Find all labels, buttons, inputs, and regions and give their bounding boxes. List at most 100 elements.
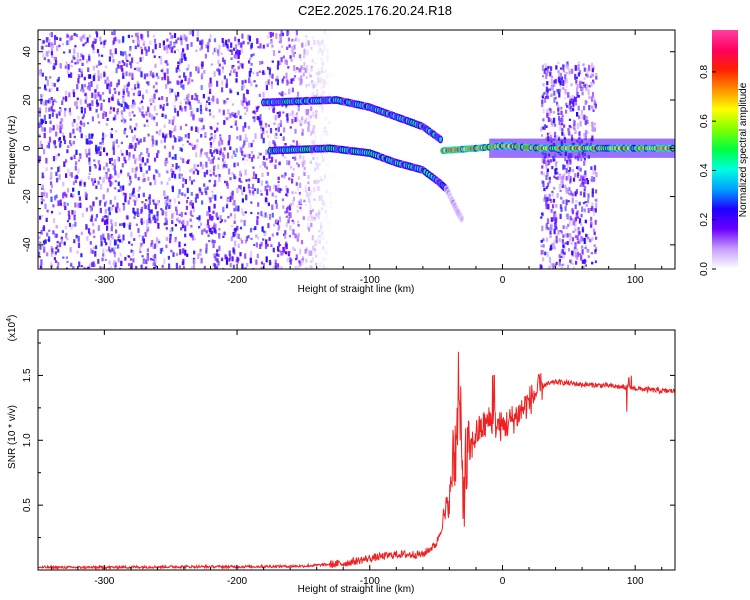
spectrogram-cell <box>548 161 551 165</box>
spectrogram-cell <box>193 250 196 255</box>
spectrogram-cell <box>278 161 281 166</box>
spectrogram-cell <box>285 241 288 248</box>
spectrogram-cell <box>594 249 597 252</box>
spectrogram-cell <box>560 106 563 110</box>
spectrogram-cell <box>222 41 225 47</box>
spectrogram-cell <box>68 92 71 98</box>
spectrogram-cell <box>265 256 268 263</box>
spectrogram-cell <box>46 209 49 213</box>
spectrogram-cell <box>560 230 563 234</box>
spectrogram-cell <box>231 155 234 159</box>
spectrogram-cell <box>287 219 290 224</box>
spectrogram-cell <box>137 107 141 110</box>
spectrogram-cell <box>319 262 322 268</box>
spectrogram-cell <box>175 262 178 269</box>
spectrogram-cell <box>593 244 596 247</box>
spectrogram-cell <box>234 112 237 119</box>
spectrogram-cell <box>571 251 574 257</box>
spectrogram-cell <box>171 187 174 193</box>
spectrogram-cell <box>181 223 185 229</box>
spectrogram-cell <box>291 110 294 115</box>
spectrogram-cell <box>86 86 89 90</box>
spectrogram-cell <box>567 248 571 252</box>
spectrogram-cell <box>566 213 569 219</box>
spectrogram-cell <box>119 267 122 269</box>
spectrogram-cell <box>584 178 587 185</box>
spectrogram-cell <box>567 174 570 181</box>
spectrogram-cell <box>55 194 58 199</box>
spectrogram-cell <box>122 75 125 79</box>
spectrogram-cell <box>273 141 276 146</box>
spectrogram-cell <box>149 70 152 77</box>
spectrogram-cell <box>218 228 221 231</box>
spectrogram-cell <box>542 126 545 130</box>
spectrogram-cell <box>236 187 239 194</box>
spectrogram-cell <box>118 91 121 96</box>
spectrogram-cell <box>561 131 564 136</box>
spectrogram-cell <box>561 184 564 188</box>
spectrogram-cell <box>65 193 68 198</box>
spectrogram-cell <box>553 80 556 83</box>
spectrogram-cell <box>307 181 310 185</box>
spectrogram-cell <box>250 201 253 204</box>
spectrogram-cell <box>565 63 568 69</box>
spectrogram-cell <box>279 244 282 246</box>
spectrogram-cell <box>255 259 258 265</box>
spectrogram-cell <box>562 80 565 86</box>
spectrogram-cell <box>581 249 584 255</box>
spectrogram-cell <box>148 217 151 224</box>
spectrogram-cell <box>98 152 101 155</box>
spectrogram-cell <box>327 266 330 269</box>
spectrogram-cell <box>166 202 169 207</box>
spectrogram-cell <box>577 105 580 111</box>
spectrogram-cell <box>556 103 559 108</box>
spectrogram-cell <box>63 161 66 167</box>
spectrogram-cell <box>288 44 291 48</box>
spectrogram-cell <box>591 121 594 127</box>
spectrogram-cell <box>195 95 198 100</box>
spectrogram-cell <box>584 170 587 175</box>
spectrogram-cell <box>295 112 299 116</box>
spectrogram-cell <box>183 53 186 60</box>
spectrogram-cell <box>544 98 547 103</box>
spectrogram-cell <box>226 152 230 159</box>
spectrogram-cell <box>285 185 288 191</box>
spectrogram-cell <box>128 145 131 150</box>
spectrogram-cell <box>312 245 315 251</box>
spectrogram-cell <box>246 89 249 94</box>
spectrogram-cell <box>113 30 116 36</box>
spectrogram-cell <box>139 67 142 72</box>
spectrogram-cell <box>278 216 282 223</box>
spectrogram-cell <box>201 163 204 170</box>
spectrogram-cell <box>316 211 319 216</box>
spectrogram-cell <box>140 46 143 49</box>
spectrogram-cell <box>273 223 276 227</box>
spectrogram-cell <box>593 231 596 236</box>
spectrogram-cell <box>180 52 183 58</box>
spectrogram-cell <box>268 67 272 71</box>
spectrogram-cell <box>202 125 205 130</box>
spectrogram-cell <box>127 172 130 177</box>
spectrogram-cell <box>120 50 123 56</box>
spectrogram-cell <box>590 207 593 211</box>
spectrogram-cell <box>216 68 219 71</box>
spectrogram-cell <box>67 188 70 193</box>
spectrogram-cell <box>98 167 101 171</box>
spectrogram-cell <box>50 246 53 252</box>
spectrogram-cell <box>45 76 48 81</box>
spectrogram-cell <box>212 210 215 214</box>
spectrogram-cell <box>38 113 41 117</box>
spectrogram-cell <box>70 225 73 230</box>
spectrogram-cell <box>208 102 211 106</box>
spectrogram-cell <box>93 38 96 44</box>
spectrogram-cell <box>555 240 558 244</box>
spectrogram-cell <box>38 236 41 239</box>
spectrogram-cell <box>217 53 220 57</box>
spectrogram-cell <box>258 152 261 156</box>
spectrogram-cell <box>105 123 108 126</box>
spectrogram-cell <box>540 171 543 175</box>
spectrogram-cell <box>232 247 235 253</box>
spectrogram-cell <box>207 46 210 53</box>
spectrogram-cell <box>236 162 239 167</box>
spectrogram-cell <box>109 173 112 180</box>
